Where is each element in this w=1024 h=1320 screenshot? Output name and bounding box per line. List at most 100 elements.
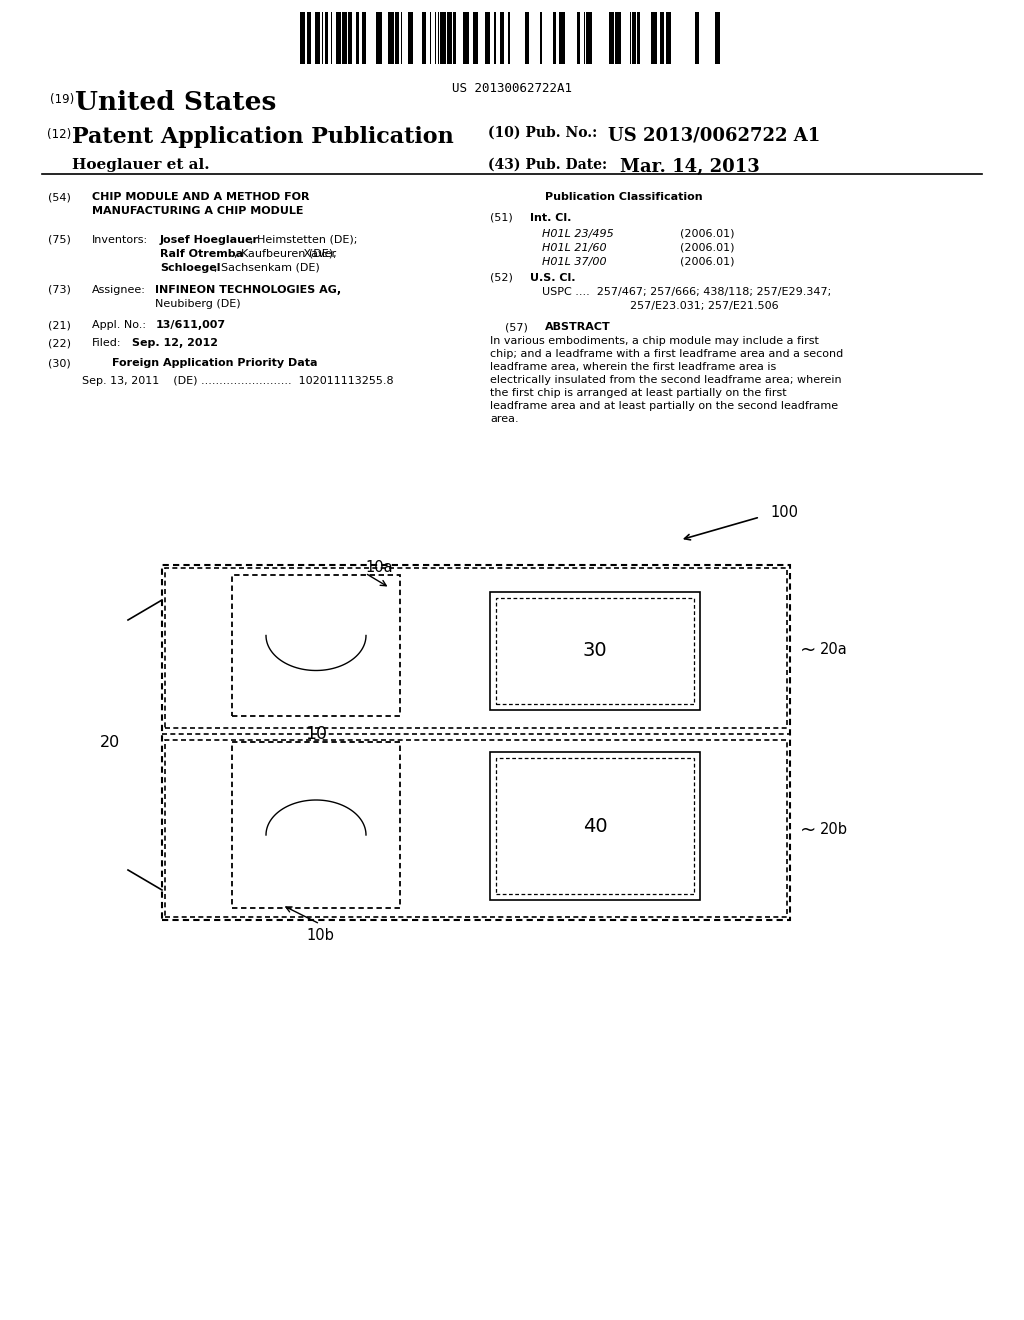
Bar — [609, 12, 614, 63]
Bar — [356, 12, 359, 63]
Text: (57): (57) — [505, 322, 528, 333]
Text: INFINEON TECHNOLOGIES AG,: INFINEON TECHNOLOGIES AG, — [155, 285, 341, 294]
Text: 20a: 20a — [820, 643, 848, 657]
Text: Appl. No.:: Appl. No.: — [92, 319, 150, 330]
Text: (30): (30) — [48, 358, 71, 368]
Text: US 2013/0062722 A1: US 2013/0062722 A1 — [608, 125, 820, 144]
Text: leadframe area, wherein the first leadframe area is: leadframe area, wherein the first leadfr… — [490, 362, 776, 372]
Text: ABSTRACT: ABSTRACT — [545, 322, 610, 333]
Bar — [325, 12, 328, 63]
Bar — [408, 12, 413, 63]
Bar — [632, 12, 636, 63]
Bar — [651, 12, 657, 63]
Bar — [494, 12, 496, 63]
Text: 10b: 10b — [306, 928, 334, 942]
Text: U.S. Cl.: U.S. Cl. — [530, 273, 575, 282]
Bar — [362, 12, 366, 63]
Text: (2006.01): (2006.01) — [680, 228, 734, 239]
Text: Ralf Otremba: Ralf Otremba — [160, 249, 243, 259]
Bar — [463, 12, 469, 63]
Text: 20b: 20b — [820, 822, 848, 837]
Text: 13/611,007: 13/611,007 — [156, 319, 226, 330]
Bar — [637, 12, 640, 63]
Text: , Kaufbeuren (DE);: , Kaufbeuren (DE); — [234, 249, 337, 259]
Text: , Heimstetten (DE);: , Heimstetten (DE); — [250, 235, 357, 246]
Text: In various embodiments, a chip module may include a first: In various embodiments, a chip module ma… — [490, 337, 819, 346]
Bar — [586, 12, 592, 63]
Bar — [395, 12, 399, 63]
Bar — [695, 12, 699, 63]
Text: Sep. 12, 2012: Sep. 12, 2012 — [132, 338, 218, 348]
Bar — [388, 12, 394, 63]
Text: Schloegel: Schloegel — [160, 263, 220, 273]
Text: 40: 40 — [583, 817, 607, 836]
Bar — [485, 12, 490, 63]
Text: United States: United States — [75, 90, 276, 115]
Text: H01L 23/495: H01L 23/495 — [542, 228, 613, 239]
Bar — [496, 758, 694, 894]
Text: 100: 100 — [770, 506, 798, 520]
Bar — [500, 12, 504, 63]
Bar — [422, 12, 426, 63]
Bar — [376, 12, 382, 63]
Text: (73): (73) — [48, 285, 71, 294]
Bar — [440, 12, 446, 63]
Bar — [553, 12, 556, 63]
Text: Mar. 14, 2013: Mar. 14, 2013 — [620, 158, 760, 176]
Bar — [660, 12, 664, 63]
Text: area.: area. — [490, 414, 518, 424]
Bar — [232, 576, 400, 715]
Text: Sep. 13, 2011    (DE) .........................  102011113255.8: Sep. 13, 2011 (DE) .....................… — [82, 376, 393, 385]
Bar — [473, 12, 478, 63]
Text: (75): (75) — [48, 235, 71, 246]
Text: Filed:: Filed: — [92, 338, 122, 348]
Text: Xaver: Xaver — [300, 249, 336, 259]
Text: Foreign Application Priority Data: Foreign Application Priority Data — [112, 358, 317, 368]
Text: the first chip is arranged at least partially on the first: the first chip is arranged at least part… — [490, 388, 786, 399]
Text: (12): (12) — [47, 128, 72, 141]
Text: 10: 10 — [305, 725, 327, 743]
Text: (22): (22) — [48, 338, 71, 348]
Text: Int. Cl.: Int. Cl. — [530, 213, 571, 223]
Text: MANUFACTURING A CHIP MODULE: MANUFACTURING A CHIP MODULE — [92, 206, 303, 216]
Text: leadframe area and at least partially on the second leadframe: leadframe area and at least partially on… — [490, 401, 838, 411]
Text: 30: 30 — [583, 642, 607, 660]
Text: (10) Pub. No.:: (10) Pub. No.: — [488, 125, 597, 140]
Bar — [508, 12, 510, 63]
Bar — [540, 12, 542, 63]
Text: 257/E23.031; 257/E21.506: 257/E23.031; 257/E21.506 — [630, 301, 778, 312]
Text: CHIP MODULE AND A METHOD FOR: CHIP MODULE AND A METHOD FOR — [92, 191, 309, 202]
Bar — [165, 568, 787, 729]
Bar — [490, 752, 700, 900]
Text: (2006.01): (2006.01) — [680, 257, 734, 267]
Text: 10a: 10a — [365, 560, 392, 574]
Text: Assignee:: Assignee: — [92, 285, 145, 294]
Bar — [165, 741, 787, 917]
Text: H01L 37/00: H01L 37/00 — [542, 257, 606, 267]
Text: USPC ....  257/467; 257/666; 438/118; 257/E29.347;: USPC .... 257/467; 257/666; 438/118; 257… — [542, 286, 831, 297]
Text: (21): (21) — [48, 319, 71, 330]
Text: 20: 20 — [100, 735, 120, 750]
Text: (2006.01): (2006.01) — [680, 243, 734, 253]
Text: Josef Hoeglauer: Josef Hoeglauer — [160, 235, 259, 246]
Bar — [300, 12, 305, 63]
Bar — [315, 12, 319, 63]
Text: Patent Application Publication: Patent Application Publication — [72, 125, 454, 148]
Bar — [559, 12, 565, 63]
Bar — [496, 598, 694, 704]
Text: , Sachsenkam (DE): , Sachsenkam (DE) — [214, 263, 319, 273]
Text: Neubiberg (DE): Neubiberg (DE) — [155, 300, 241, 309]
Text: US 20130062722A1: US 20130062722A1 — [452, 82, 572, 95]
Bar — [666, 12, 671, 63]
Text: chip; and a leadframe with a first leadframe area and a second: chip; and a leadframe with a first leadf… — [490, 348, 843, 359]
Text: (43) Pub. Date:: (43) Pub. Date: — [488, 158, 607, 172]
Text: (52): (52) — [490, 273, 513, 282]
Text: electrically insulated from the second leadframe area; wherein: electrically insulated from the second l… — [490, 375, 842, 385]
Bar — [232, 742, 400, 908]
Text: Inventors:: Inventors: — [92, 235, 148, 246]
Text: H01L 21/60: H01L 21/60 — [542, 243, 606, 253]
Text: (51): (51) — [490, 213, 513, 223]
Text: ~: ~ — [800, 640, 816, 660]
Bar — [447, 12, 452, 63]
Bar — [715, 12, 720, 63]
